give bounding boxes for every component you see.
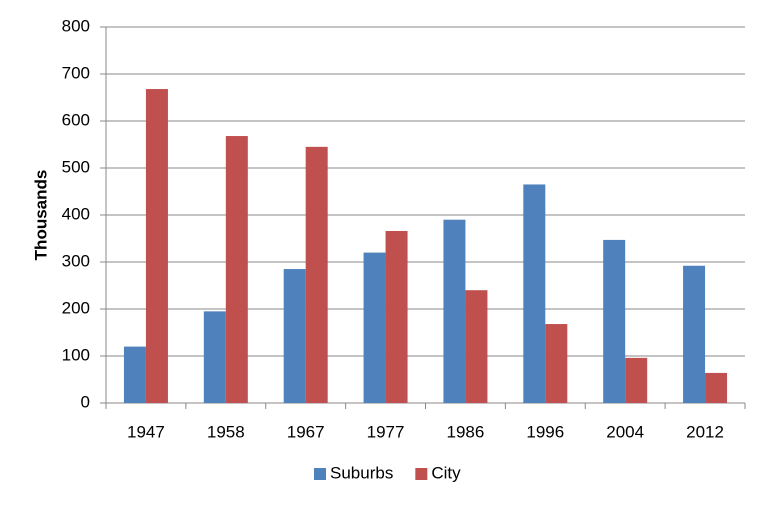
x-tick-label: 1967 (287, 422, 325, 441)
bar (683, 265, 706, 403)
bar (443, 219, 466, 403)
bar (305, 146, 328, 403)
x-tick-label: 1977 (367, 422, 405, 441)
legend-swatch (314, 468, 326, 480)
x-tick-label: 2004 (606, 422, 644, 441)
bar (225, 136, 248, 404)
bar (283, 269, 306, 403)
bar (625, 357, 648, 403)
bar (123, 346, 146, 403)
y-tick-label: 800 (62, 16, 90, 35)
y-tick-label: 400 (62, 204, 90, 223)
y-tick-label: 0 (81, 392, 90, 411)
y-tick-label: 600 (62, 110, 90, 129)
legend-label: Suburbs (330, 463, 393, 482)
y-tick-label: 700 (62, 63, 90, 82)
x-tick-label: 1958 (207, 422, 245, 441)
y-tick-label: 300 (62, 251, 90, 270)
y-tick-label: 200 (62, 298, 90, 317)
bar (145, 89, 168, 403)
bar (363, 252, 386, 403)
bar (545, 324, 568, 403)
legend-swatch (415, 468, 428, 480)
x-tick-label: 1996 (526, 422, 564, 441)
bar (705, 372, 728, 403)
y-tick-label: 500 (62, 157, 90, 176)
bar (203, 311, 226, 403)
x-tick-label: 1947 (127, 422, 165, 441)
y-tick-label: 100 (62, 345, 90, 364)
legend-label: City (431, 463, 461, 482)
bar (523, 184, 546, 403)
x-tick-label: 1986 (447, 422, 485, 441)
x-tick-label: 2012 (686, 422, 724, 441)
bar (603, 239, 626, 403)
bar (465, 290, 488, 403)
y-axis-label: Thousands (31, 170, 50, 261)
bar (385, 230, 408, 403)
